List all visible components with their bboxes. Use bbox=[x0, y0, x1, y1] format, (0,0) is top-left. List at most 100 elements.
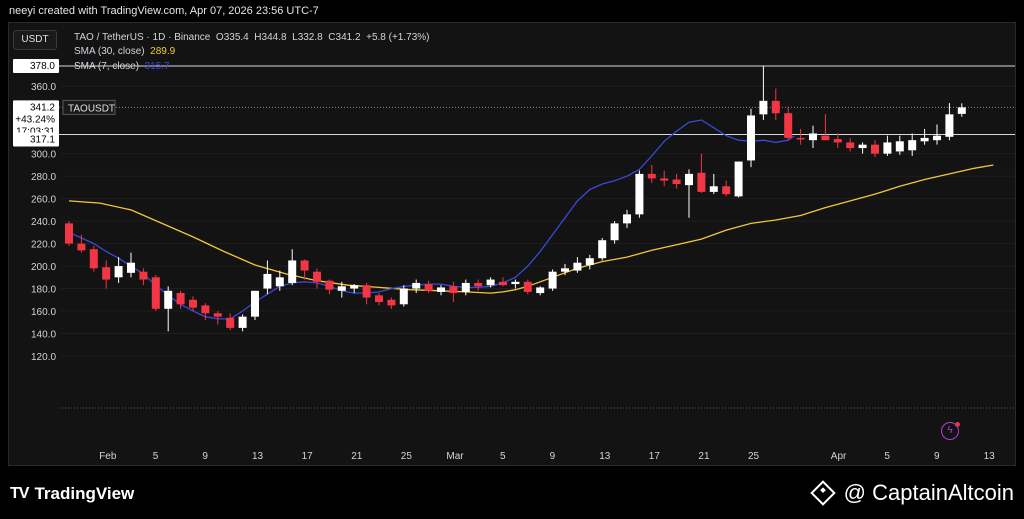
sma30-label: SMA (30, close) bbox=[74, 46, 145, 57]
candle-body[interactable] bbox=[610, 223, 619, 241]
high-value: 344.8 bbox=[261, 32, 287, 43]
candle-body[interactable] bbox=[747, 115, 755, 161]
low-label: L bbox=[292, 32, 298, 43]
candle-body[interactable] bbox=[945, 114, 954, 137]
candle-body[interactable] bbox=[908, 140, 917, 151]
candle-body[interactable] bbox=[623, 214, 631, 224]
candle-body[interactable] bbox=[102, 267, 111, 280]
candle-body[interactable] bbox=[176, 293, 185, 305]
candle-body[interactable] bbox=[337, 286, 346, 291]
candle-body[interactable] bbox=[585, 258, 594, 265]
candle-body[interactable] bbox=[151, 277, 160, 309]
candle-body[interactable] bbox=[523, 281, 532, 292]
candle-body[interactable] bbox=[561, 268, 569, 272]
candle-body[interactable] bbox=[238, 316, 247, 328]
symbol-legend: TAO / TetherUS · 1D · Binance O335.4 H34… bbox=[74, 32, 429, 43]
candle-body[interactable] bbox=[313, 271, 321, 282]
lightning-icon[interactable]: ϟ bbox=[941, 422, 960, 440]
x-tick-label: 5 bbox=[153, 451, 159, 462]
candle-body[interactable] bbox=[734, 161, 743, 197]
candle-body[interactable] bbox=[449, 286, 458, 294]
y-tick-label: 140.0 bbox=[31, 330, 56, 341]
captainaltcoin-logo-icon bbox=[809, 480, 836, 506]
candle-body[interactable] bbox=[573, 262, 582, 271]
candle-body[interactable] bbox=[424, 284, 433, 291]
x-tick-label: 13 bbox=[252, 451, 264, 462]
y-tick-label: 200.0 bbox=[31, 262, 56, 273]
candle-body[interactable] bbox=[957, 107, 966, 114]
candle-body[interactable] bbox=[895, 141, 904, 152]
candle-body[interactable] bbox=[461, 282, 470, 292]
level-high-tag-text: 378.0 bbox=[30, 61, 55, 72]
candle-body[interactable] bbox=[784, 113, 793, 138]
candle-body[interactable] bbox=[858, 144, 867, 149]
candle-body[interactable] bbox=[362, 285, 371, 298]
chart-panel[interactable]: 120.0 140.0 160.0 180.0 200.0 220.0 240.0 260.0… bbox=[8, 22, 1016, 466]
candle-body[interactable] bbox=[499, 281, 507, 286]
candle-body[interactable] bbox=[722, 186, 731, 195]
y-tick-label: 220.0 bbox=[31, 240, 56, 251]
currency-button[interactable]: USDT bbox=[13, 30, 57, 50]
candle-body[interactable] bbox=[697, 172, 706, 192]
candle-body[interactable] bbox=[139, 271, 148, 280]
candle-body[interactable] bbox=[536, 287, 545, 294]
sma30-legend[interactable]: SMA (30, close) 289.9 bbox=[74, 46, 175, 57]
candle-body[interactable] bbox=[127, 262, 135, 273]
candle-body[interactable] bbox=[635, 173, 644, 215]
x-tick-label: Apr bbox=[831, 451, 847, 462]
y-tick-label: 280.0 bbox=[31, 172, 56, 183]
candle-body[interactable] bbox=[685, 173, 693, 186]
candle-body[interactable] bbox=[933, 135, 941, 141]
candle-body[interactable] bbox=[486, 279, 495, 286]
candle-body[interactable] bbox=[399, 288, 408, 305]
candle-body[interactable] bbox=[759, 100, 768, 115]
candle-body[interactable] bbox=[350, 285, 359, 289]
candle-body[interactable] bbox=[709, 186, 718, 192]
candle-body[interactable] bbox=[846, 142, 855, 149]
candle-body[interactable] bbox=[672, 179, 681, 185]
symbol-label: TAO / TetherUS · 1D · Binance bbox=[74, 32, 211, 43]
candle-body[interactable] bbox=[920, 137, 929, 142]
candle-body[interactable] bbox=[226, 317, 235, 328]
close-value: 341.2 bbox=[335, 32, 361, 43]
close-label: C bbox=[328, 32, 336, 43]
candle-body[interactable] bbox=[796, 137, 805, 140]
candle-body[interactable] bbox=[511, 281, 520, 285]
candle-body[interactable] bbox=[375, 295, 383, 303]
candle-body[interactable] bbox=[871, 144, 879, 154]
candle-body[interactable] bbox=[89, 249, 98, 269]
candle-body[interactable] bbox=[598, 240, 607, 259]
candle-body[interactable] bbox=[275, 277, 284, 287]
candle-body[interactable] bbox=[300, 260, 309, 271]
candle-body[interactable] bbox=[437, 287, 445, 292]
candle-body[interactable] bbox=[65, 223, 73, 244]
candle-body[interactable] bbox=[114, 266, 123, 278]
candle-body[interactable] bbox=[164, 290, 173, 309]
candle-body[interactable] bbox=[251, 290, 259, 317]
candle-body[interactable] bbox=[809, 133, 817, 141]
x-tick-label: 5 bbox=[500, 451, 506, 462]
candle-body[interactable] bbox=[833, 139, 842, 143]
sma30-line bbox=[68, 164, 994, 294]
candle-body[interactable] bbox=[412, 282, 421, 289]
candle-body[interactable] bbox=[660, 178, 669, 181]
candle-body[interactable] bbox=[821, 135, 830, 141]
candle-body[interactable] bbox=[288, 260, 297, 283]
candle-body[interactable] bbox=[647, 173, 656, 179]
candle-body[interactable] bbox=[548, 271, 557, 289]
x-tick-label: 9 bbox=[550, 451, 556, 462]
candle-body[interactable] bbox=[387, 299, 396, 306]
candle-body[interactable] bbox=[263, 273, 272, 289]
candle-body[interactable] bbox=[189, 299, 197, 308]
candle-body[interactable] bbox=[325, 280, 334, 290]
x-tick-label: Feb bbox=[99, 451, 117, 462]
candle-body[interactable] bbox=[201, 305, 210, 314]
candle-body[interactable] bbox=[883, 142, 892, 154]
candle-body[interactable] bbox=[474, 282, 483, 287]
last-price-tag-bg bbox=[13, 100, 59, 139]
price-chart[interactable]: 120.0 140.0 160.0 180.0 200.0 220.0 240.0 260.0… bbox=[9, 23, 1016, 466]
candle-body[interactable] bbox=[213, 313, 222, 317]
candle-body[interactable] bbox=[771, 100, 780, 114]
candle-body[interactable] bbox=[77, 243, 86, 251]
sma7-legend[interactable]: SMA (7, close) 315.7 bbox=[74, 61, 170, 72]
